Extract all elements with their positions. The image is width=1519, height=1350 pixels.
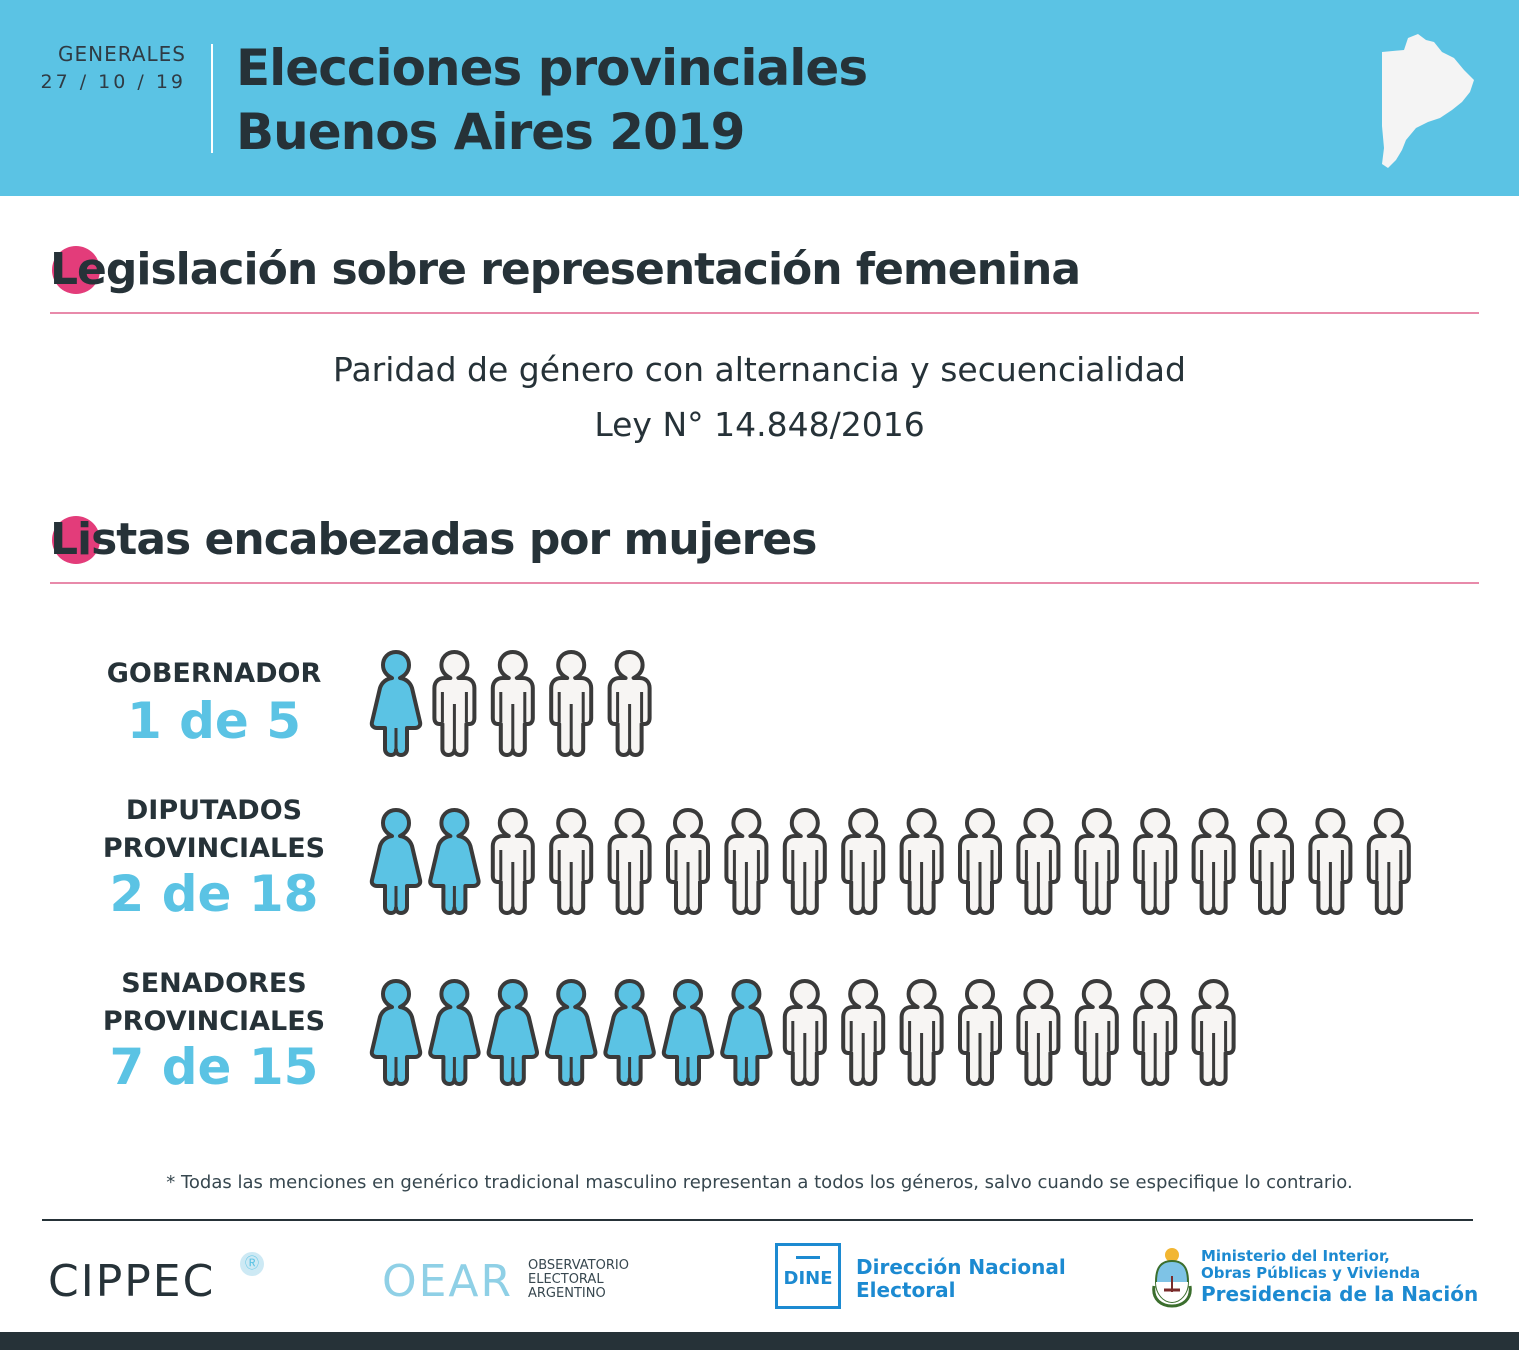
dine-logo: DINE	[775, 1243, 841, 1309]
election-date: 27 / 10 / 19	[40, 71, 186, 93]
man-icon	[1308, 808, 1353, 915]
row-label-diputados: DIPUTADOS PROVINCIALES	[90, 792, 338, 868]
dine-logo-text: DINE	[783, 1268, 833, 1289]
woman-icon	[369, 979, 423, 1086]
man-icon	[549, 808, 594, 915]
section-title-lists: Listas encabezadas por mujeres	[50, 514, 817, 565]
man-icon	[841, 808, 886, 915]
woman-icon	[486, 979, 539, 1086]
man-icon	[432, 650, 477, 757]
man-icon	[1016, 808, 1061, 915]
row-value-senadores: 7 de 15	[109, 1038, 319, 1096]
row-label-line: DIPUTADOS	[125, 795, 303, 826]
man-icon	[958, 808, 1002, 915]
bottom-bar	[0, 1332, 1519, 1350]
man-icon	[1016, 979, 1061, 1086]
legislation-description: Paridad de género con alternancia y secu…	[333, 350, 1186, 389]
pictogram-gobernador	[369, 650, 652, 757]
woman-icon	[428, 979, 481, 1086]
oear-sub-line: OBSERVATORIO	[528, 1258, 629, 1273]
man-icon	[958, 979, 1002, 1086]
dine-name-line: Electoral	[856, 1278, 956, 1302]
page-title: Elecciones provinciales Buenos Aires 201…	[236, 36, 868, 164]
legislation-law-number: Ley N° 14.848/2016	[594, 405, 925, 444]
man-icon	[782, 979, 827, 1086]
ministry-logo-text: Ministerio del Interior, Obras Públicas …	[1201, 1247, 1479, 1307]
election-tag: GENERALES 27 / 10 / 19	[40, 40, 186, 96]
oear-logo-main: OEAR	[382, 1256, 514, 1307]
man-icon	[1074, 979, 1119, 1086]
header-banner: GENERALES 27 / 10 / 19 Elecciones provin…	[0, 0, 1519, 196]
national-coat-of-arms-icon	[1152, 1248, 1192, 1308]
man-icon	[899, 979, 944, 1086]
pictogram-senadores	[369, 979, 1236, 1086]
man-icon	[724, 808, 769, 915]
section-bullet-legislation	[52, 246, 100, 294]
man-icon	[1074, 808, 1119, 915]
man-icon	[490, 650, 535, 757]
presidency-line: Presidencia de la Nación	[1201, 1282, 1479, 1306]
man-icon	[1250, 808, 1294, 915]
man-icon	[549, 650, 594, 757]
man-icon	[841, 979, 886, 1086]
man-icon	[666, 808, 710, 915]
page-title-line1: Elecciones provinciales	[236, 39, 868, 97]
cippec-logo: CIPPEC	[48, 1256, 216, 1307]
man-icon	[782, 808, 827, 915]
woman-icon	[720, 979, 773, 1086]
man-icon	[1191, 808, 1236, 915]
row-value-diputados: 2 de 18	[109, 865, 319, 923]
man-icon	[607, 808, 652, 915]
oear-sub-line: ARGENTINO	[528, 1286, 606, 1301]
woman-icon	[428, 808, 481, 915]
section-divider-legislation	[50, 312, 1479, 314]
man-icon	[1133, 808, 1178, 915]
section-divider-lists	[50, 582, 1479, 584]
dine-logo-bar	[796, 1256, 820, 1259]
ministry-line: Ministerio del Interior,	[1201, 1247, 1390, 1265]
footer-divider	[42, 1219, 1473, 1221]
woman-icon	[661, 979, 715, 1086]
woman-icon	[369, 650, 423, 757]
oear-sub-line: ELECTORAL	[528, 1272, 604, 1287]
woman-icon	[545, 979, 598, 1086]
woman-icon	[369, 808, 423, 915]
footnote: * Todas las menciones en genérico tradic…	[166, 1172, 1353, 1193]
man-icon	[490, 808, 535, 915]
row-label-line: PROVINCIALES	[102, 1006, 326, 1037]
man-icon	[1366, 808, 1411, 915]
ministry-line: Obras Públicas y Vivienda	[1201, 1264, 1421, 1282]
page-title-line2: Buenos Aires 2019	[236, 103, 745, 161]
row-value-gobernador: 1 de 5	[126, 692, 302, 750]
oear-logo-subtitle: OBSERVATORIO ELECTORAL ARGENTINO	[528, 1259, 658, 1301]
man-icon	[1191, 979, 1236, 1086]
cippec-badge-icon: Ⓡ	[240, 1252, 264, 1276]
pictogram-diputados	[369, 808, 1411, 915]
header-divider	[211, 44, 213, 153]
man-icon	[899, 808, 944, 915]
dine-name: Dirección Nacional Electoral	[856, 1256, 1066, 1302]
section-title-legislation: Legislación sobre representación femenin…	[50, 244, 1081, 295]
row-label-gobernador: GOBERNADOR	[90, 655, 338, 693]
row-label-line: GOBERNADOR	[106, 658, 322, 689]
dine-name-line: Dirección Nacional	[856, 1255, 1066, 1279]
row-label-line: PROVINCIALES	[102, 833, 326, 864]
election-type: GENERALES	[58, 42, 186, 66]
section-bullet-lists	[52, 516, 100, 564]
province-map-icon	[1382, 34, 1474, 168]
woman-icon	[603, 979, 656, 1086]
man-icon	[607, 650, 652, 757]
man-icon	[1133, 979, 1178, 1086]
row-label-line: SENADORES	[121, 968, 307, 999]
row-label-senadores: SENADORES PROVINCIALES	[90, 965, 338, 1041]
